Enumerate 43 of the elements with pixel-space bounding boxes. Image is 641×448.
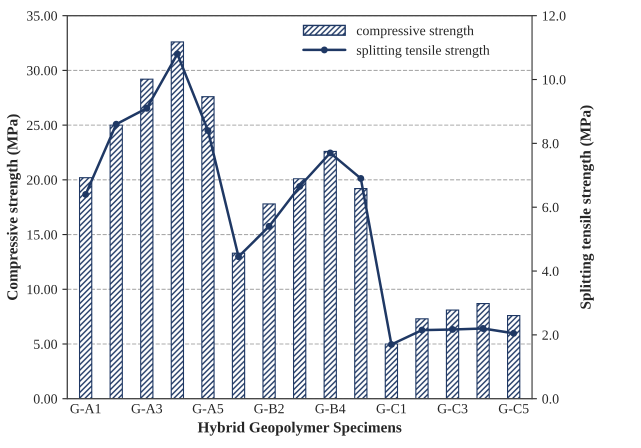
point: [174, 50, 181, 58]
point: [449, 326, 456, 333]
y2-tick-label: 6.0: [542, 202, 559, 212]
y-tick-label: 10.00: [28, 284, 58, 294]
legend-label: compressive strength: [356, 25, 474, 38]
point: [296, 182, 304, 190]
x-tick-label: G-C1: [376, 404, 406, 414]
y-tick-label: 30.00: [26, 66, 58, 76]
x-tick-label: G-B4: [315, 404, 346, 414]
y-tick-label: 20.00: [26, 175, 58, 185]
x-tick-label: G-C5: [498, 404, 529, 414]
y2-tick-label: 12.0: [542, 11, 566, 21]
point: [357, 175, 364, 182]
y-tick-label: 5.00: [34, 340, 58, 350]
point: [480, 325, 487, 332]
point: [266, 222, 273, 230]
point: [204, 127, 212, 134]
x-tick-label: G-A1: [70, 404, 101, 414]
point: [82, 190, 90, 198]
x-tick-label: G-B2: [254, 404, 284, 414]
point: [388, 340, 395, 348]
y2-tick-label: 8.0: [542, 138, 559, 148]
legend-label: splitting tensile strength: [356, 45, 490, 58]
point: [235, 253, 242, 260]
point: [112, 120, 120, 128]
y2-tick-label: 2.0: [542, 330, 559, 340]
y2-tick-label: 4.0: [542, 266, 559, 276]
point: [418, 326, 426, 334]
y-tick-label: 25.00: [26, 120, 58, 130]
y-tick-label: 0.00: [34, 394, 58, 404]
point: [326, 149, 334, 156]
x-tick-label: G-A5: [192, 404, 224, 414]
x-axis-title: Hybrid Geopolymer Specimens: [198, 422, 402, 436]
y-axis-title: Compressive strength (MPa): [6, 114, 21, 300]
x-tick-label: G-C3: [438, 404, 468, 414]
y-tick-label: 35.00: [26, 11, 58, 21]
y-tick-label: 15.00: [28, 230, 58, 240]
point: [143, 104, 150, 112]
x-tick-label: G-A3: [132, 404, 162, 414]
y2-axis-title: Splitting tensile strength (MPa): [580, 106, 594, 309]
y2-tick-label: 0.0: [542, 394, 559, 404]
point: [510, 330, 518, 337]
y2-tick-label: 10.0: [542, 75, 566, 85]
